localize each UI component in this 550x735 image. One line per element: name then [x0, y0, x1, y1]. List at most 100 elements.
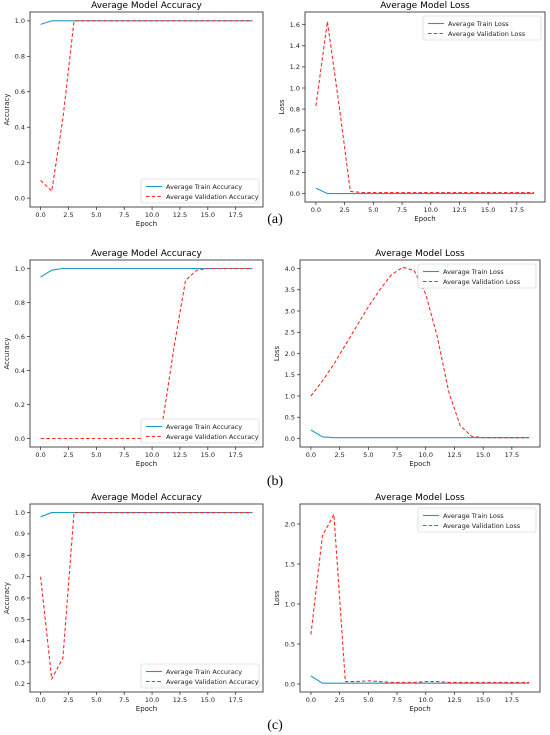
- y-tick-label: 0.4: [15, 637, 25, 645]
- x-tick-label: 15.0: [476, 696, 490, 704]
- plot-frame: [304, 11, 546, 203]
- legend-box: [140, 418, 260, 444]
- legend-box: [417, 507, 537, 533]
- y-tick-label: 0.2: [290, 169, 300, 177]
- x-tick-label: 7.5: [392, 451, 402, 459]
- legend-label: Average Validation Accuracy: [166, 433, 259, 441]
- x-tick-label: 5.0: [368, 206, 378, 214]
- y-axis-label: Accuracy: [3, 338, 11, 370]
- legend-box: [140, 663, 260, 689]
- y-tick-label: 0.4: [15, 367, 25, 375]
- x-tick-label: 2.5: [339, 206, 349, 214]
- x-tick-label: 5.0: [91, 451, 101, 459]
- x-tick-label: 15.0: [201, 696, 215, 704]
- x-tick-label: 10.0: [145, 451, 159, 459]
- x-tick-label: 0.0: [311, 206, 321, 214]
- x-axis-label: Epoch: [409, 705, 430, 713]
- x-axis-label: Epoch: [136, 220, 157, 228]
- legend-label: Average Validation Accuracy: [166, 678, 259, 686]
- series-line-train: [40, 511, 253, 518]
- y-tick-label: 0.8: [290, 105, 300, 113]
- y-tick-label: 0.5: [285, 414, 295, 422]
- y-tick-label: 0.6: [15, 88, 25, 96]
- chart-title: Average Model Loss: [380, 1, 470, 11]
- legend-box: [140, 178, 260, 204]
- x-tick-label: 12.5: [173, 696, 187, 704]
- y-tick-label: 0.6: [15, 333, 25, 341]
- legend: Average Train Loss Average Validation Los…: [417, 263, 537, 289]
- series-line-validation: [310, 266, 530, 439]
- y-axis-label: Loss: [273, 345, 281, 361]
- y-tick-label: 1.0: [285, 392, 295, 400]
- x-tick-label: 2.5: [334, 696, 344, 704]
- chart-6: Average Model Loss 0.0 2.5 5.0 7.5 10.0 12.5 15…: [273, 493, 541, 713]
- x-tick-label: 12.5: [447, 451, 461, 459]
- y-tick-label: 1.0: [15, 265, 25, 273]
- series-line-validation: [40, 267, 253, 440]
- x-tick-label: 0.0: [306, 451, 316, 459]
- y-tick-label: 0.7: [15, 573, 25, 581]
- x-tick-label: 17.5: [228, 211, 242, 219]
- y-axis-label: Loss: [278, 99, 286, 115]
- chart-title: Average Model Loss: [375, 493, 465, 503]
- y-tick-label: 0.8: [15, 53, 25, 61]
- x-tick-label: 5.0: [91, 696, 101, 704]
- x-tick-label: 0.0: [35, 696, 45, 704]
- legend-box: [417, 263, 537, 289]
- series-line-train: [315, 187, 535, 195]
- series-line-validation: [310, 513, 530, 683]
- x-tick-label: 10.0: [418, 451, 432, 459]
- legend-label: Average Train Loss: [448, 20, 509, 28]
- x-tick-label: 15.0: [476, 451, 490, 459]
- series-line-train: [40, 267, 253, 278]
- y-axis-label: Accuracy: [3, 582, 11, 614]
- x-axis-label: Epoch: [414, 215, 435, 223]
- x-tick-label: 2.5: [334, 451, 344, 459]
- chart-1: Average Model Accuracy 0.0 2.5 5.0 7.5 10.0 12…: [3, 1, 264, 228]
- plot-frame: [29, 11, 264, 208]
- y-tick-label: 3.0: [285, 307, 295, 315]
- y-tick-label: 2.0: [285, 520, 295, 528]
- legend: Average Train Loss Average Validation Los…: [422, 15, 542, 41]
- chart-title: Average Model Loss: [375, 249, 465, 259]
- y-tick-label: 1.2: [290, 63, 300, 71]
- y-tick-label: 0.6: [290, 127, 300, 135]
- x-tick-label: 10.0: [418, 696, 432, 704]
- legend-label: Average Train Accuracy: [166, 668, 242, 676]
- y-tick-label: 0.0: [285, 680, 295, 688]
- x-tick-label: 0.0: [306, 696, 316, 704]
- y-tick-label: 0.0: [285, 435, 295, 443]
- series-line-validation: [40, 511, 253, 680]
- y-tick-label: 0.2: [15, 401, 25, 409]
- x-tick-label: 10.0: [145, 211, 159, 219]
- y-axis-label: Loss: [273, 590, 281, 606]
- y-tick-label: 1.4: [290, 42, 300, 50]
- x-tick-label: 10.0: [423, 206, 437, 214]
- y-tick-label: 0.6: [15, 594, 25, 602]
- caption-a: (a): [267, 212, 283, 227]
- x-tick-label: 0.0: [35, 211, 45, 219]
- x-tick-label: 5.0: [363, 451, 373, 459]
- legend-label: Average Validation Loss: [443, 522, 521, 530]
- x-tick-label: 12.5: [447, 696, 461, 704]
- y-tick-label: 0.4: [15, 124, 25, 132]
- x-tick-label: 2.5: [63, 696, 73, 704]
- legend-label: Average Validation Loss: [443, 278, 521, 286]
- x-tick-label: 17.5: [505, 696, 519, 704]
- legend: Average Train Accuracy Average Validation…: [140, 663, 260, 689]
- plot-frame: [29, 503, 264, 693]
- y-tick-label: 4.0: [285, 265, 295, 273]
- y-tick-label: 1.0: [290, 84, 300, 92]
- x-tick-label: 10.0: [145, 696, 159, 704]
- y-tick-label: 0.0: [15, 194, 25, 202]
- x-axis-label: Epoch: [136, 460, 157, 468]
- chart-title: Average Model Accuracy: [91, 1, 202, 11]
- chart-3: Average Model Accuracy 0.0 2.5 5.0 7.5 10.0 12…: [3, 249, 264, 468]
- y-tick-label: 1.5: [285, 560, 295, 568]
- x-tick-label: 0.0: [35, 451, 45, 459]
- y-tick-label: 1.0: [15, 509, 25, 517]
- plot-frame: [299, 503, 541, 693]
- x-tick-label: 5.0: [91, 211, 101, 219]
- chart-title: Average Model Accuracy: [91, 249, 202, 259]
- legend-label: Average Validation Accuracy: [166, 193, 259, 201]
